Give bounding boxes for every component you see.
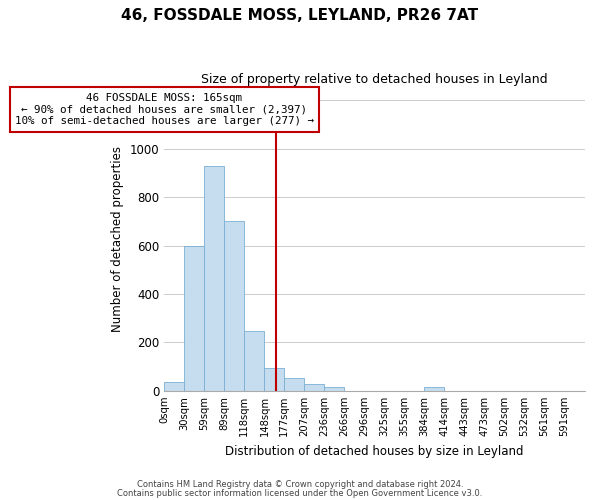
Text: 46, FOSSDALE MOSS, LEYLAND, PR26 7AT: 46, FOSSDALE MOSS, LEYLAND, PR26 7AT — [121, 8, 479, 22]
Bar — [304, 384, 324, 391]
Bar — [224, 222, 244, 391]
Text: 46 FOSSDALE MOSS: 165sqm
← 90% of detached houses are smaller (2,397)
10% of sem: 46 FOSSDALE MOSS: 165sqm ← 90% of detach… — [15, 93, 314, 126]
Bar — [424, 388, 444, 391]
Bar — [324, 386, 344, 391]
X-axis label: Distribution of detached houses by size in Leyland: Distribution of detached houses by size … — [226, 444, 524, 458]
Bar — [184, 246, 204, 391]
Bar — [164, 382, 184, 391]
Text: Contains public sector information licensed under the Open Government Licence v3: Contains public sector information licen… — [118, 488, 482, 498]
Y-axis label: Number of detached properties: Number of detached properties — [111, 146, 124, 332]
Bar — [204, 166, 224, 391]
Title: Size of property relative to detached houses in Leyland: Size of property relative to detached ho… — [201, 72, 548, 86]
Bar — [244, 331, 264, 391]
Bar — [265, 368, 284, 391]
Bar — [284, 378, 304, 391]
Text: Contains HM Land Registry data © Crown copyright and database right 2024.: Contains HM Land Registry data © Crown c… — [137, 480, 463, 489]
